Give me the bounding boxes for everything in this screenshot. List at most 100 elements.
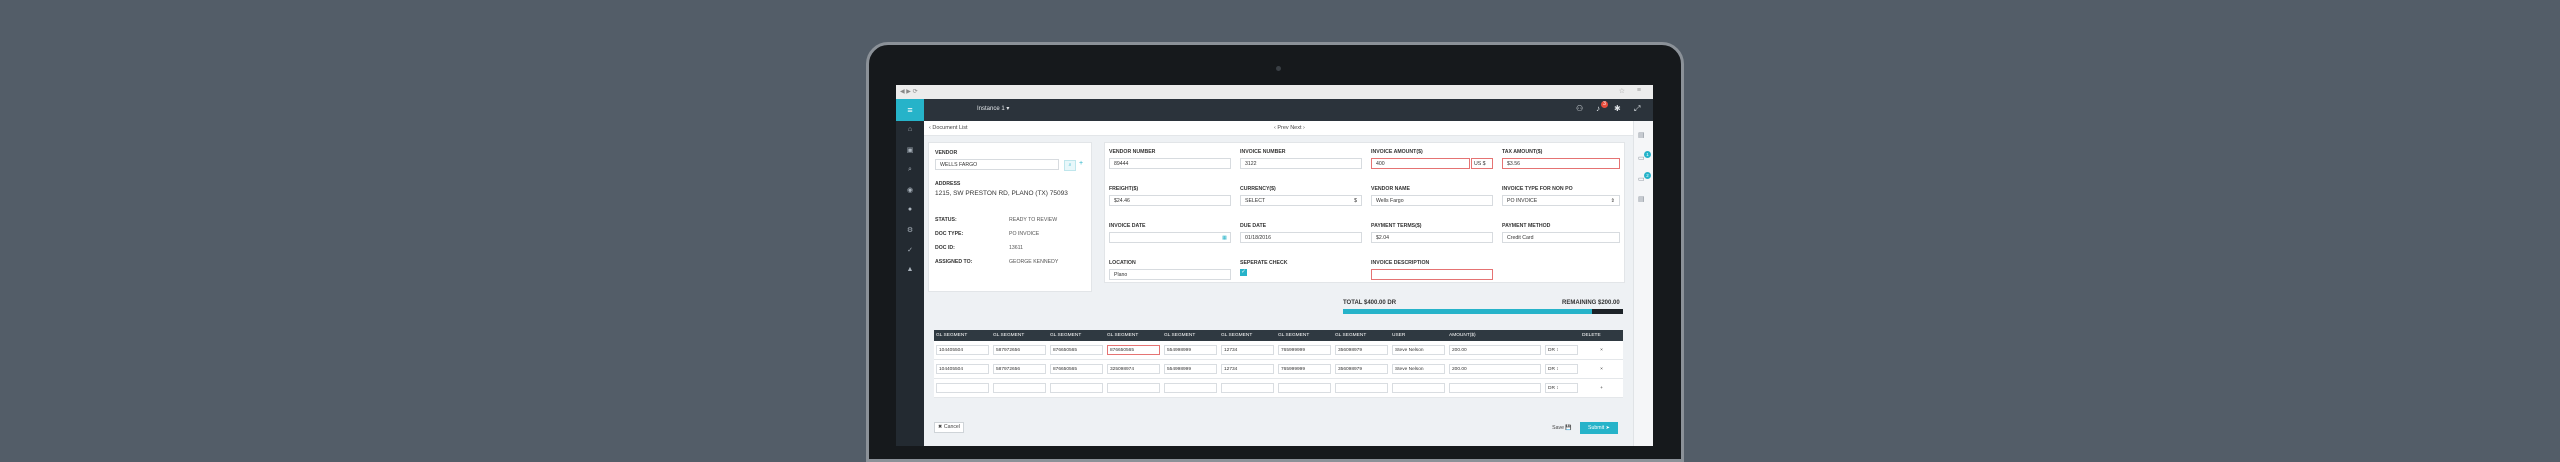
users-icon[interactable]: ⚇: [1576, 104, 1584, 113]
table-cell[interactable]: 200.00: [1447, 341, 1543, 360]
invoice-type-select[interactable]: PO INVOICE ⇕: [1502, 195, 1620, 206]
document-icon[interactable]: ▤: [1638, 132, 1645, 139]
table-cell[interactable]: [1048, 378, 1105, 398]
table-cell[interactable]: [1276, 378, 1333, 398]
gl-segment-input[interactable]: 587972656: [993, 364, 1046, 374]
table-cell[interactable]: 587972656: [991, 359, 1048, 379]
dr-cr-select[interactable]: DR ↕: [1545, 345, 1578, 355]
vendor-name-input[interactable]: Wells Fargo: [1371, 195, 1493, 206]
due-date-input[interactable]: 01/18/2016: [1240, 232, 1362, 243]
add-vendor-icon[interactable]: +: [1079, 160, 1084, 167]
inbox-icon[interactable]: ▣: [906, 147, 914, 154]
table-cell[interactable]: 104405504: [934, 359, 991, 379]
table-cell[interactable]: Steve Nelson: [1390, 341, 1447, 360]
table-cell[interactable]: 12734: [1219, 341, 1276, 360]
table-cell[interactable]: [934, 378, 991, 398]
cancel-button[interactable]: ✖ Cancel: [934, 422, 964, 433]
gl-segment-input[interactable]: [1221, 383, 1274, 393]
comments-icon[interactable]: ▭: [1638, 155, 1645, 162]
table-cell[interactable]: 876650565: [1105, 341, 1162, 360]
view-icon[interactable]: ◉: [906, 187, 914, 194]
dr-cr-select[interactable]: DR ↕: [1545, 364, 1578, 374]
search-icon[interactable]: ⌕: [908, 166, 912, 173]
document-list-link[interactable]: ‹ Document List: [929, 125, 968, 131]
table-cell[interactable]: [1219, 378, 1276, 398]
table-cell[interactable]: +: [1580, 378, 1623, 398]
table-cell[interactable]: [1105, 378, 1162, 398]
amount-input[interactable]: 200.00: [1449, 364, 1541, 374]
vendor-input[interactable]: WELLS FARGO: [935, 159, 1059, 170]
gl-segment-input[interactable]: 876650565: [1050, 364, 1103, 374]
submit-button[interactable]: Submit ➤: [1580, 422, 1618, 434]
browser-nav-icons[interactable]: ◀ ▶ ⟳: [900, 89, 918, 95]
table-cell[interactable]: 587972656: [991, 341, 1048, 360]
settings-icon[interactable]: ⚙: [906, 227, 914, 234]
attachments-icon[interactable]: ▭: [1638, 176, 1645, 183]
gl-segment-input[interactable]: [993, 383, 1046, 393]
table-cell[interactable]: 12734: [1219, 359, 1276, 379]
gl-segment-input[interactable]: [1050, 383, 1103, 393]
gl-segment-input[interactable]: 356098979: [1335, 345, 1388, 355]
table-cell[interactable]: 765999999: [1276, 359, 1333, 379]
gl-segment-input[interactable]: [1335, 383, 1388, 393]
payment-method-input[interactable]: Credit Card: [1502, 232, 1620, 243]
invoice-number-input[interactable]: 3122: [1240, 158, 1362, 169]
gear-icon[interactable]: ✱: [1614, 104, 1621, 113]
table-cell[interactable]: [1390, 378, 1447, 398]
user-icon[interactable]: ●: [907, 206, 913, 213]
user-input[interactable]: Steve Nelson: [1392, 364, 1445, 374]
gl-segment-input[interactable]: 554998999: [1164, 345, 1217, 355]
table-cell[interactable]: 765999999: [1276, 341, 1333, 360]
gl-segment-input[interactable]: [1107, 383, 1160, 393]
gl-segment-input[interactable]: 104405504: [936, 345, 989, 355]
table-cell[interactable]: DR ↕: [1543, 378, 1580, 398]
table-cell[interactable]: 876650565: [1048, 341, 1105, 360]
amount-input[interactable]: [1449, 383, 1541, 393]
expand-icon[interactable]: ⤢: [1634, 104, 1641, 113]
calendar-icon[interactable]: ▦: [1222, 235, 1227, 241]
add-row-icon[interactable]: +: [1600, 385, 1603, 391]
gl-segment-input[interactable]: 876650565: [1107, 345, 1160, 355]
table-cell[interactable]: 356098979: [1333, 341, 1390, 360]
menu-toggle-icon[interactable]: ≡: [896, 99, 924, 121]
gl-segment-input[interactable]: 12734: [1221, 345, 1274, 355]
table-cell[interactable]: ×: [1580, 359, 1623, 379]
user-input[interactable]: Steve Nelson: [1392, 345, 1445, 355]
amount-input[interactable]: 200.00: [1449, 345, 1541, 355]
save-button[interactable]: Save 💾: [1552, 425, 1572, 431]
currency-select[interactable]: SELECT $: [1240, 195, 1362, 206]
delete-row-icon[interactable]: ×: [1600, 347, 1603, 353]
gl-segment-input[interactable]: 104405504: [936, 364, 989, 374]
table-cell[interactable]: [1333, 378, 1390, 398]
table-cell[interactable]: 104405504: [934, 341, 991, 360]
table-cell[interactable]: 554998999: [1162, 341, 1219, 360]
invoice-description-input[interactable]: [1371, 269, 1493, 280]
table-cell[interactable]: [1162, 378, 1219, 398]
gl-segment-input[interactable]: [936, 383, 989, 393]
table-cell[interactable]: 356098979: [1333, 359, 1390, 379]
location-input[interactable]: Plano: [1109, 269, 1231, 280]
table-cell[interactable]: [991, 378, 1048, 398]
table-cell[interactable]: DR ↕: [1543, 359, 1580, 379]
gl-segment-input[interactable]: [1164, 383, 1217, 393]
gl-segment-input[interactable]: 554998999: [1164, 364, 1217, 374]
invoice-date-input[interactable]: ▦: [1109, 232, 1231, 243]
tax-amount-input[interactable]: $3.56: [1502, 158, 1620, 169]
table-cell[interactable]: 200.00: [1447, 359, 1543, 379]
delete-row-icon[interactable]: ×: [1600, 366, 1603, 372]
instance-dropdown[interactable]: Instance 1 ▾: [977, 106, 1010, 112]
table-cell[interactable]: 554998999: [1162, 359, 1219, 379]
gl-segment-input[interactable]: 765999999: [1278, 345, 1331, 355]
history-icon[interactable]: ▤: [1638, 196, 1645, 203]
table-cell[interactable]: DR ↕: [1543, 341, 1580, 360]
freight-input[interactable]: $24.46: [1109, 195, 1231, 206]
vendor-search-icon[interactable]: ⌕: [1064, 160, 1076, 171]
browser-menu-icon[interactable]: ≡: [1636, 87, 1641, 94]
alert-icon[interactable]: ▲: [906, 266, 914, 273]
check-icon[interactable]: ✓: [907, 247, 913, 254]
invoice-amount-input[interactable]: 400: [1371, 158, 1470, 169]
invoice-currency-select[interactable]: US $: [1471, 158, 1493, 169]
gl-segment-input[interactable]: 356098979: [1335, 364, 1388, 374]
gl-segment-input[interactable]: 12734: [1221, 364, 1274, 374]
table-cell[interactable]: 876650565: [1048, 359, 1105, 379]
